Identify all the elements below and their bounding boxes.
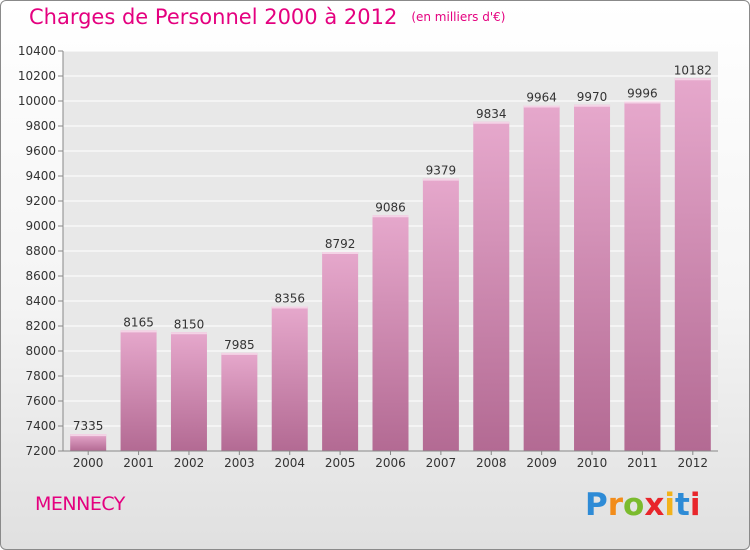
data-label: 9379 xyxy=(426,164,457,178)
y-tick-label: 9000 xyxy=(25,219,56,233)
chart-title: Charges de Personnel 2000 à 2012 (en mill… xyxy=(29,5,505,29)
bar-top-highlight xyxy=(372,215,409,218)
x-tick-label: 2005 xyxy=(325,456,356,470)
y-tick-label: 7600 xyxy=(25,394,56,408)
bar-2000 xyxy=(70,434,107,451)
y-tick-label: 10000 xyxy=(18,94,56,108)
logo-letter: x xyxy=(644,487,665,523)
bar-2006 xyxy=(372,215,409,451)
data-label: 7985 xyxy=(224,338,255,352)
bar-2010 xyxy=(574,104,611,451)
data-label: 9834 xyxy=(476,107,507,121)
data-label: 9970 xyxy=(577,90,608,104)
proxiti-logo: Proxiti xyxy=(585,487,700,523)
y-axis: 7200 7400 7600 7800 8000 8200 8400 8600 8800 9000… xyxy=(18,44,64,458)
logo-letter: i xyxy=(664,487,675,523)
y-tick-label: 10400 xyxy=(18,44,56,58)
bar-2005 xyxy=(322,252,359,451)
x-tick-label: 2011 xyxy=(627,456,658,470)
y-tick-label: 8000 xyxy=(25,344,56,358)
data-label: 8792 xyxy=(325,237,356,251)
x-tick-label: 2010 xyxy=(577,456,608,470)
bar-top-highlight xyxy=(221,352,258,355)
title-text: Charges de Personnel 2000 à 2012 xyxy=(29,5,398,29)
y-tick-label: 9600 xyxy=(25,144,56,158)
x-tick-label: 2002 xyxy=(174,456,205,470)
bar-top-highlight xyxy=(322,252,359,254)
y-tick-label: 9800 xyxy=(25,119,56,133)
bar-2009 xyxy=(523,105,560,451)
data-labels: 7335 8165 8150 7985 8356 8792 9086 9379 9834 9964… xyxy=(73,63,712,433)
bar-top-highlight xyxy=(422,178,459,181)
bar-top-highlight xyxy=(523,105,560,108)
x-tick-label: 2006 xyxy=(375,456,406,470)
bar-2012 xyxy=(674,78,711,451)
bar-2007 xyxy=(422,178,459,451)
y-tick-label: 7200 xyxy=(25,444,56,458)
bars xyxy=(70,78,711,451)
bar-top-highlight xyxy=(574,104,611,107)
data-label: 7335 xyxy=(73,419,104,433)
bar-2008 xyxy=(473,121,510,451)
x-tick-label: 2009 xyxy=(526,456,557,470)
x-tick-label: 2008 xyxy=(476,456,507,470)
x-tick-label: 2012 xyxy=(678,456,709,470)
bar-top-highlight xyxy=(70,434,107,437)
y-tick-label: 10200 xyxy=(18,69,56,83)
y-tick-label: 9200 xyxy=(25,194,56,208)
y-tick-label: 8400 xyxy=(25,294,56,308)
y-tick-label: 8200 xyxy=(25,319,56,333)
x-tick-label: 2003 xyxy=(224,456,255,470)
x-tick-label: 2001 xyxy=(123,456,154,470)
y-tick-label: 7400 xyxy=(25,419,56,433)
y-tick-label: 8600 xyxy=(25,269,56,283)
bar-2002 xyxy=(170,332,207,451)
data-label: 9964 xyxy=(526,91,557,105)
x-axis: 2000 2001 2002 2003 2004 2005 2006 2007 2008 2009… xyxy=(63,450,718,470)
bar-top-highlight xyxy=(170,332,207,335)
logo-letter: o xyxy=(623,487,645,523)
bar-2003 xyxy=(221,352,258,451)
data-label: 9086 xyxy=(375,200,406,214)
bar-2011 xyxy=(624,101,661,451)
logo-letter: i xyxy=(689,487,701,523)
bar-top-highlight xyxy=(674,78,711,81)
y-tick-label: 7800 xyxy=(25,369,56,383)
x-tick-label: 2000 xyxy=(73,456,104,470)
y-tick-label: 8800 xyxy=(25,244,56,258)
bar-top-highlight xyxy=(624,101,661,104)
data-label: 9996 xyxy=(627,87,658,101)
bar-top-highlight xyxy=(120,330,157,333)
chart-subtitle: (en milliers d'€) xyxy=(411,10,506,24)
data-label: 8165 xyxy=(123,315,154,329)
bar-top-highlight xyxy=(271,306,308,309)
logo-letter: t xyxy=(674,487,690,523)
x-tick-label: 2007 xyxy=(426,456,457,470)
y-tick-label: 9400 xyxy=(25,169,56,183)
bar-2001 xyxy=(120,330,157,451)
logo-letter: r xyxy=(607,487,624,523)
data-label: 8150 xyxy=(174,317,205,331)
logo-letter: P xyxy=(585,487,608,523)
bar-top-highlight xyxy=(473,121,510,124)
data-label: 10182 xyxy=(674,63,712,77)
data-label: 8356 xyxy=(274,292,305,306)
bar-2004 xyxy=(271,306,308,451)
commune-name: MENNECY xyxy=(35,493,125,515)
x-tick-label: 2004 xyxy=(274,456,305,470)
